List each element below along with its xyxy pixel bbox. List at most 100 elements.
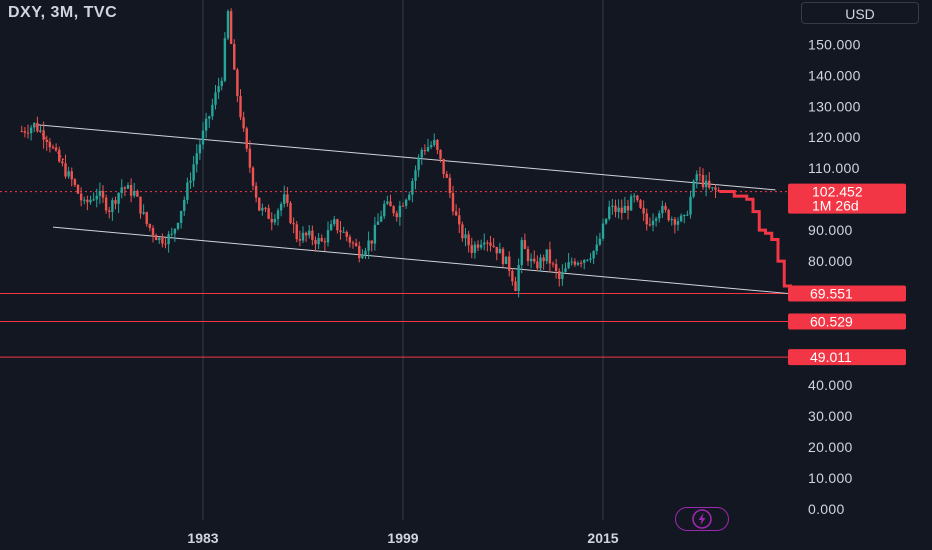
candle-body [433, 139, 436, 146]
candle-series [20, 8, 720, 298]
candle-body [573, 261, 577, 265]
candle-body [239, 96, 242, 118]
candle-body [167, 234, 170, 245]
projection-series [33, 124, 792, 294]
candle-body [470, 245, 473, 253]
candle-body [364, 250, 367, 255]
candle-body [676, 221, 680, 225]
candle-body [79, 193, 83, 201]
candle-body [264, 207, 267, 209]
candle-body [579, 262, 583, 264]
candle-body [233, 43, 236, 70]
y-tick-label: 80.000 [808, 253, 853, 269]
candle-body [664, 205, 667, 210]
candle-body [639, 200, 642, 208]
candle-body [479, 244, 483, 248]
candle-body [126, 184, 130, 189]
candle-body [54, 147, 58, 150]
candle-body [654, 218, 658, 221]
time-axis[interactable]: 1983 1999 2015 [187, 530, 618, 546]
candle-body [114, 200, 117, 204]
candle-body [642, 207, 645, 214]
candle-body [589, 258, 592, 260]
x-tick-label: 1983 [187, 530, 218, 546]
candle-body [526, 249, 530, 262]
candle-body [23, 131, 27, 133]
currency-button[interactable]: USD [801, 2, 919, 24]
candle-body [95, 195, 98, 200]
candle-body [698, 174, 702, 176]
y-tick-label: 130.000 [808, 98, 861, 114]
projection-path [719, 189, 792, 294]
candle-body [686, 214, 689, 216]
candle-body [179, 210, 183, 223]
candle-body [333, 219, 336, 225]
candle-body [701, 175, 705, 188]
speed-button[interactable] [675, 507, 729, 531]
candle-body [45, 139, 48, 142]
last-price-label: 102.452 [812, 184, 863, 200]
candle-body [520, 240, 523, 266]
candle-body [308, 230, 311, 236]
candle-body [658, 213, 661, 219]
candle-body [420, 150, 423, 158]
candle-body [217, 86, 220, 93]
candle-body [717, 189, 720, 191]
candle-body [586, 259, 589, 261]
candle-body [383, 203, 386, 217]
candle-body [670, 219, 673, 221]
y-tick-label: 30.000 [808, 408, 853, 424]
candle-body [695, 174, 698, 181]
candle-body [629, 196, 633, 211]
candle-body [320, 238, 323, 242]
candle-body [623, 205, 627, 213]
candle-body [326, 230, 330, 243]
candle-body [592, 250, 595, 259]
candle-body [498, 248, 502, 254]
candle-body [508, 256, 511, 271]
candle-body [708, 180, 711, 188]
candle-body [608, 206, 611, 219]
candle-body [601, 223, 605, 239]
candle-body [104, 197, 108, 211]
candle-body [467, 234, 470, 246]
candle-body [401, 205, 405, 207]
candle-body [158, 237, 161, 241]
y-tick-label: 20.000 [808, 439, 853, 455]
candle-body [289, 202, 292, 223]
candle-body [561, 272, 564, 279]
candle-body [620, 207, 623, 213]
candle-body [254, 185, 258, 198]
candle-body [492, 245, 495, 247]
candle-body [542, 257, 545, 262]
candle-body [248, 148, 252, 168]
candle-body [136, 191, 139, 197]
candle-body [267, 208, 270, 219]
candle-body [504, 256, 508, 265]
symbol-title[interactable]: DXY, 3M, TVC [8, 4, 118, 21]
y-tick-label: 110.000 [808, 160, 860, 176]
candle-body [183, 199, 186, 211]
candle-body [36, 122, 39, 132]
candle-body [426, 147, 430, 152]
candle-body [395, 213, 398, 218]
candle-body [64, 163, 67, 177]
candle-body [48, 141, 52, 148]
candle-body [548, 249, 552, 264]
level-tag-label: 69.551 [810, 286, 853, 302]
candle-body [651, 220, 655, 226]
candle-body [211, 104, 214, 117]
candle-body [389, 201, 392, 207]
candle-body [461, 224, 464, 239]
candle-body [98, 191, 102, 196]
candle-body [283, 194, 286, 204]
candle-body [39, 130, 42, 132]
countdown-label: 1M 26d [812, 198, 859, 214]
candle-body [367, 240, 370, 251]
price-axis[interactable]: 150.000 140.000 130.000 120.000 110.000 90.00… [808, 36, 861, 517]
candle-body [273, 218, 277, 223]
candle-body [354, 243, 358, 246]
candle-body [292, 222, 295, 225]
candle-body [711, 187, 714, 189]
